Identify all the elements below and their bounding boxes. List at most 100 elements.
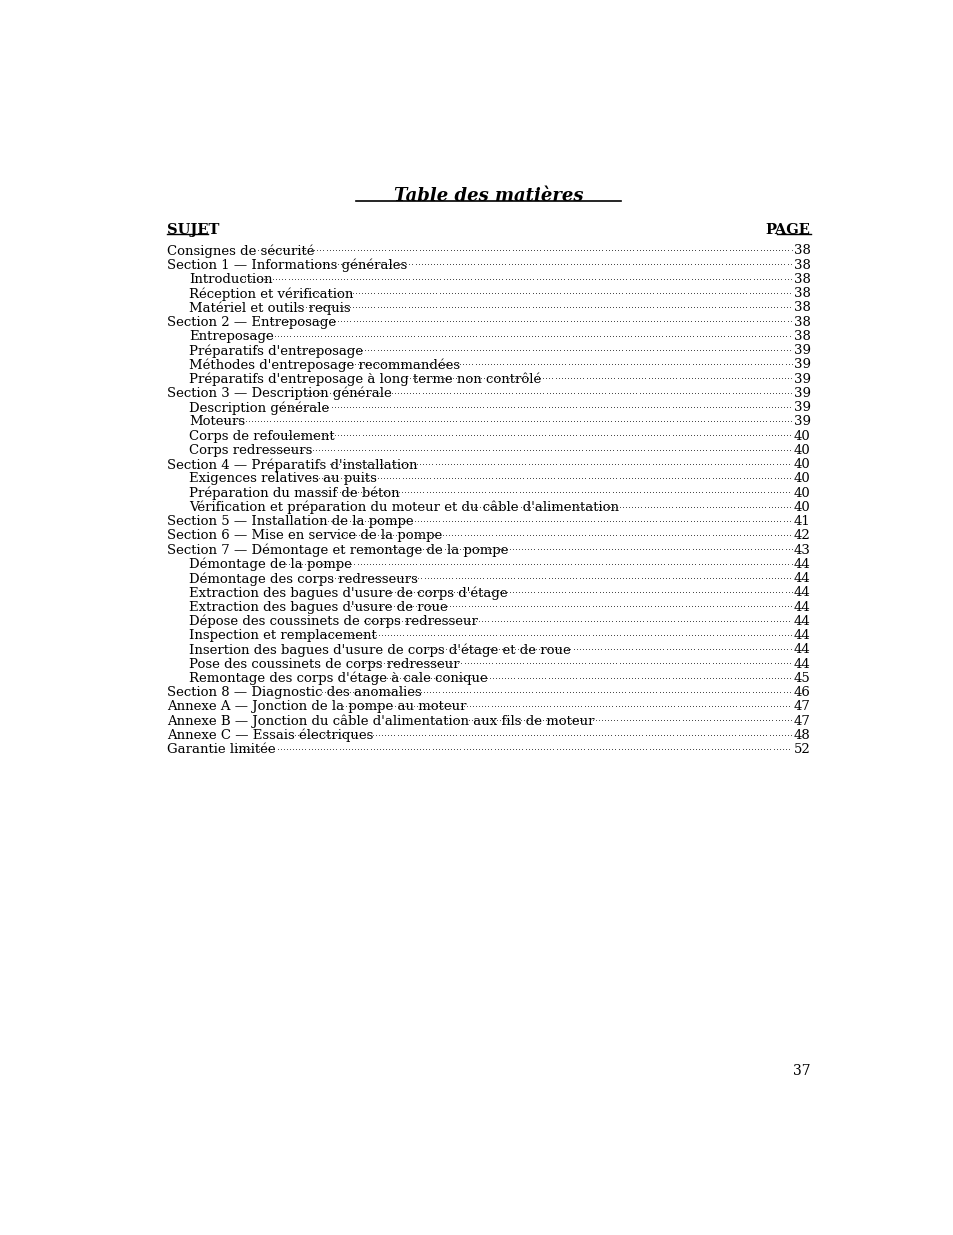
Point	[469, 496, 484, 516]
Point	[424, 553, 439, 573]
Point	[460, 640, 476, 659]
Point	[601, 340, 617, 359]
Point	[685, 468, 700, 488]
Point	[624, 640, 639, 659]
Point	[722, 653, 738, 673]
Point	[471, 483, 486, 503]
Point	[726, 311, 741, 331]
Point	[326, 511, 341, 531]
Point	[333, 511, 348, 531]
Point	[475, 525, 490, 545]
Point	[504, 383, 519, 403]
Point	[646, 426, 661, 446]
Point	[779, 426, 794, 446]
Point	[662, 368, 678, 388]
Point	[250, 269, 265, 289]
Point	[487, 525, 502, 545]
Point	[620, 668, 636, 688]
Point	[323, 468, 338, 488]
Point	[600, 241, 616, 261]
Point	[764, 354, 780, 374]
Point	[610, 383, 625, 403]
Point	[406, 454, 421, 474]
Point	[706, 454, 721, 474]
Point	[416, 298, 431, 317]
Point	[578, 426, 593, 446]
Point	[612, 440, 627, 459]
Point	[464, 582, 479, 601]
Point	[595, 483, 610, 503]
Point	[689, 269, 704, 289]
Point	[659, 354, 675, 374]
Point	[500, 254, 516, 274]
Point	[338, 697, 354, 716]
Point	[626, 283, 641, 303]
Point	[332, 454, 347, 474]
Point	[636, 697, 651, 716]
Point	[436, 269, 451, 289]
Point	[765, 739, 781, 758]
Point	[435, 298, 450, 317]
Point	[526, 710, 541, 730]
Point	[722, 611, 738, 631]
Point	[395, 468, 410, 488]
Point	[329, 739, 344, 758]
Point	[456, 396, 472, 416]
Point	[436, 311, 451, 331]
Point	[389, 311, 404, 331]
Point	[381, 611, 396, 631]
Point	[656, 311, 671, 331]
Point	[584, 710, 599, 730]
Point	[297, 739, 313, 758]
Point	[543, 283, 558, 303]
Point	[587, 625, 602, 645]
Point	[376, 468, 392, 488]
Point	[409, 483, 424, 503]
Point	[662, 241, 678, 261]
Point	[598, 468, 614, 488]
Point	[375, 525, 391, 545]
Point	[693, 411, 708, 431]
Point	[356, 326, 372, 346]
Point	[598, 582, 613, 601]
Point	[319, 739, 335, 758]
Point	[733, 411, 748, 431]
Point	[438, 625, 454, 645]
Point	[334, 269, 349, 289]
Point	[442, 625, 457, 645]
Point	[568, 340, 583, 359]
Point	[655, 298, 670, 317]
Point	[384, 611, 399, 631]
Point	[514, 540, 529, 559]
Point	[617, 483, 632, 503]
Point	[325, 383, 340, 403]
Point	[450, 525, 465, 545]
Point	[667, 682, 682, 701]
Point	[647, 354, 662, 374]
Point	[681, 540, 697, 559]
Point	[682, 468, 698, 488]
Point	[622, 454, 638, 474]
Point	[370, 468, 385, 488]
Point	[636, 525, 651, 545]
Point	[584, 269, 599, 289]
Point	[597, 426, 612, 446]
Point	[580, 668, 596, 688]
Point	[529, 625, 544, 645]
Point	[467, 411, 482, 431]
Point	[726, 653, 741, 673]
Point	[573, 454, 588, 474]
Point	[382, 525, 397, 545]
Point	[517, 454, 533, 474]
Point	[746, 383, 761, 403]
Point	[600, 354, 616, 374]
Point	[760, 568, 776, 588]
Point	[581, 710, 597, 730]
Point	[296, 411, 312, 431]
Point	[749, 540, 764, 559]
Point	[631, 625, 646, 645]
Point	[432, 298, 447, 317]
Point	[478, 396, 494, 416]
Point	[614, 340, 629, 359]
Point	[438, 426, 454, 446]
